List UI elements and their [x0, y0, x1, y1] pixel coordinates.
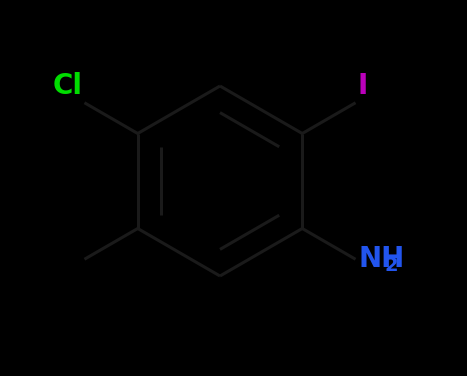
Text: Cl: Cl — [53, 73, 83, 100]
Text: 2: 2 — [384, 256, 398, 275]
Text: NH: NH — [358, 244, 404, 273]
Text: I: I — [357, 73, 368, 100]
